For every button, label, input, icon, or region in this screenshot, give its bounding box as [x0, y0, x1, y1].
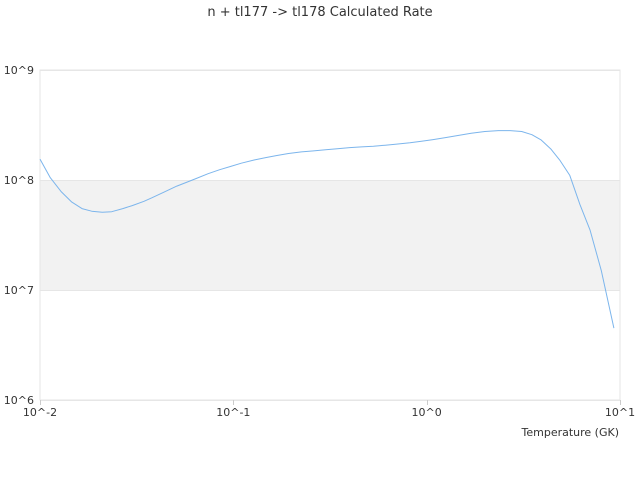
x-axis-title: Temperature (GK): [521, 426, 620, 439]
plot-area: 10^6 10^7 10^8 10^9 10^-2 10^-1 10^0 10^1: [4, 64, 635, 419]
chart-title: n + tl177 -> tl178 Calculated Rate: [207, 5, 432, 20]
y-tick-label: 10^9: [4, 64, 34, 77]
x-tick-label: 10^-2: [23, 406, 57, 419]
rate-series-line: [39, 130, 615, 329]
y-tick-label: 10^8: [4, 174, 34, 187]
shaded-band: [40, 180, 620, 290]
x-tick-label: 10^1: [605, 406, 635, 419]
x-tick-label: 10^0: [412, 406, 442, 419]
y-tick-label: 10^6: [4, 394, 34, 407]
y-tick-label: 10^7: [4, 284, 34, 297]
x-tick-label: 10^-1: [216, 406, 250, 419]
